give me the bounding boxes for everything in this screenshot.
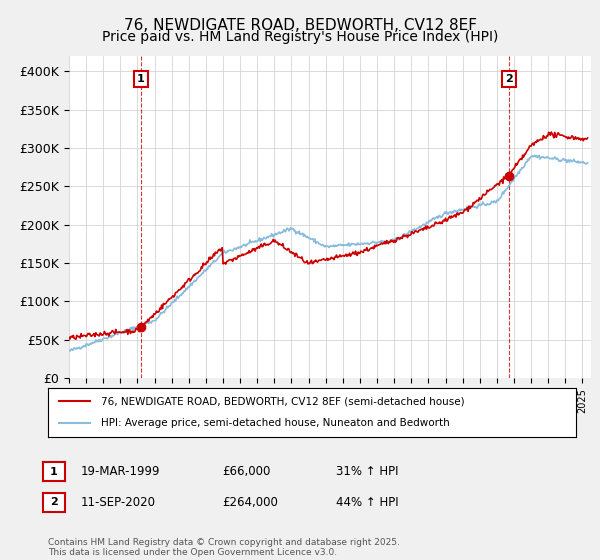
Text: HPI: Average price, semi-detached house, Nuneaton and Bedworth: HPI: Average price, semi-detached house,…	[101, 418, 449, 428]
Text: Price paid vs. HM Land Registry's House Price Index (HPI): Price paid vs. HM Land Registry's House …	[102, 30, 498, 44]
Text: 76, NEWDIGATE ROAD, BEDWORTH, CV12 8EF (semi-detached house): 76, NEWDIGATE ROAD, BEDWORTH, CV12 8EF (…	[101, 396, 464, 407]
Text: Contains HM Land Registry data © Crown copyright and database right 2025.
This d: Contains HM Land Registry data © Crown c…	[48, 538, 400, 557]
Text: 2: 2	[505, 74, 513, 84]
Text: 11-SEP-2020: 11-SEP-2020	[81, 496, 156, 509]
Text: 31% ↑ HPI: 31% ↑ HPI	[336, 465, 398, 478]
Text: 1: 1	[137, 74, 145, 84]
Text: £66,000: £66,000	[222, 465, 271, 478]
Text: 19-MAR-1999: 19-MAR-1999	[81, 465, 161, 478]
Text: 76, NEWDIGATE ROAD, BEDWORTH, CV12 8EF: 76, NEWDIGATE ROAD, BEDWORTH, CV12 8EF	[124, 18, 476, 34]
Text: 44% ↑ HPI: 44% ↑ HPI	[336, 496, 398, 509]
Text: £264,000: £264,000	[222, 496, 278, 509]
Text: 2: 2	[50, 497, 58, 507]
Text: 1: 1	[50, 466, 58, 477]
